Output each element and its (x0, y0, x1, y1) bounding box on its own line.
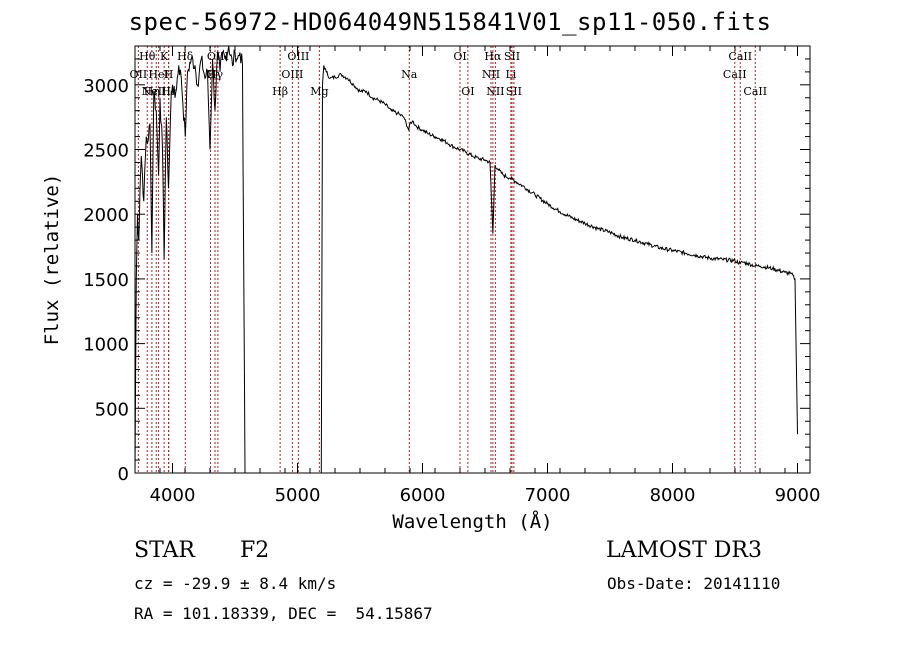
line-label-22: Li (505, 68, 516, 81)
line-label-27: CaII (743, 85, 767, 98)
x-tick-label-0: 4000 (150, 485, 196, 506)
observation-date: Obs-Date: 20141110 (607, 574, 781, 593)
spectral-line-markers (137, 46, 756, 473)
spectral-line-labels: OIIHθHηNeIIIHeIKHHεHδGHγOIIIHβOIIIOIIIMg… (130, 50, 768, 98)
y-tick-label-3: 1500 (83, 270, 129, 291)
line-label-2: Hη (144, 85, 160, 98)
plot-frame (134, 45, 811, 474)
line-label-20: Hα (484, 50, 502, 63)
coordinates: RA = 101.18339, DEC = 54.15867 (134, 604, 433, 623)
line-label-25: CaII (723, 68, 747, 81)
line-label-10: Hγ (207, 68, 224, 81)
line-label-6: H (164, 68, 174, 81)
x-tick-label-5: 9000 (775, 485, 821, 506)
x-tick-label-4: 8000 (650, 485, 696, 506)
line-label-19: NII (482, 68, 500, 81)
redshift-velocity: cz = -29.9 ± 8.4 km/s (134, 574, 337, 593)
line-label-23: SII (504, 50, 520, 63)
flux-series-line (134, 45, 798, 474)
line-label-12: Hβ (272, 85, 288, 98)
line-label-8: Hδ (177, 50, 194, 63)
x-tick-label-3: 7000 (525, 485, 571, 506)
y-tick-label-5: 2500 (83, 141, 129, 162)
line-label-16: Na (401, 68, 418, 81)
line-label-4: HeI (148, 68, 168, 81)
line-label-18: OI (461, 85, 474, 98)
survey-name: LAMOST DR3 (606, 538, 762, 563)
line-label-9: G (206, 68, 215, 81)
line-label-14: OIII (287, 50, 309, 63)
y-tick-label-4: 2000 (83, 205, 129, 226)
object-subclass: F2 (240, 538, 270, 563)
line-label-24: SII (506, 85, 522, 98)
x-axis-label: Wavelength (Å) (392, 510, 552, 533)
line-label-21: NII (486, 85, 504, 98)
line-label-13: OIII (281, 68, 303, 81)
line-label-1: Hθ (139, 50, 156, 63)
y-tick-label-0: 0 (118, 464, 129, 485)
x-tick-label-2: 6000 (400, 485, 446, 506)
line-label-5: K (160, 50, 169, 63)
line-label-3: NeIII (142, 85, 171, 98)
axis-ticks: 4000 5000 6000 7000 8000 9000 0 500 1000 1500 2000… (83, 45, 821, 506)
object-class: STAR (134, 538, 195, 563)
line-label-15: Mg (310, 85, 328, 98)
x-tick-label-1: 5000 (275, 485, 321, 506)
y-axis-label: Flux (relative) (41, 174, 63, 346)
line-label-17: OI (453, 50, 466, 63)
y-tick-label-2: 1000 (83, 335, 129, 356)
chart-title: spec-56972-HD064049N515841V01_sp11-050.f… (128, 8, 772, 36)
line-label-0: OII (130, 68, 148, 81)
y-tick-label-6: 3000 (83, 76, 129, 97)
line-label-26: CaII (728, 50, 752, 63)
y-tick-label-1: 500 (95, 399, 129, 420)
